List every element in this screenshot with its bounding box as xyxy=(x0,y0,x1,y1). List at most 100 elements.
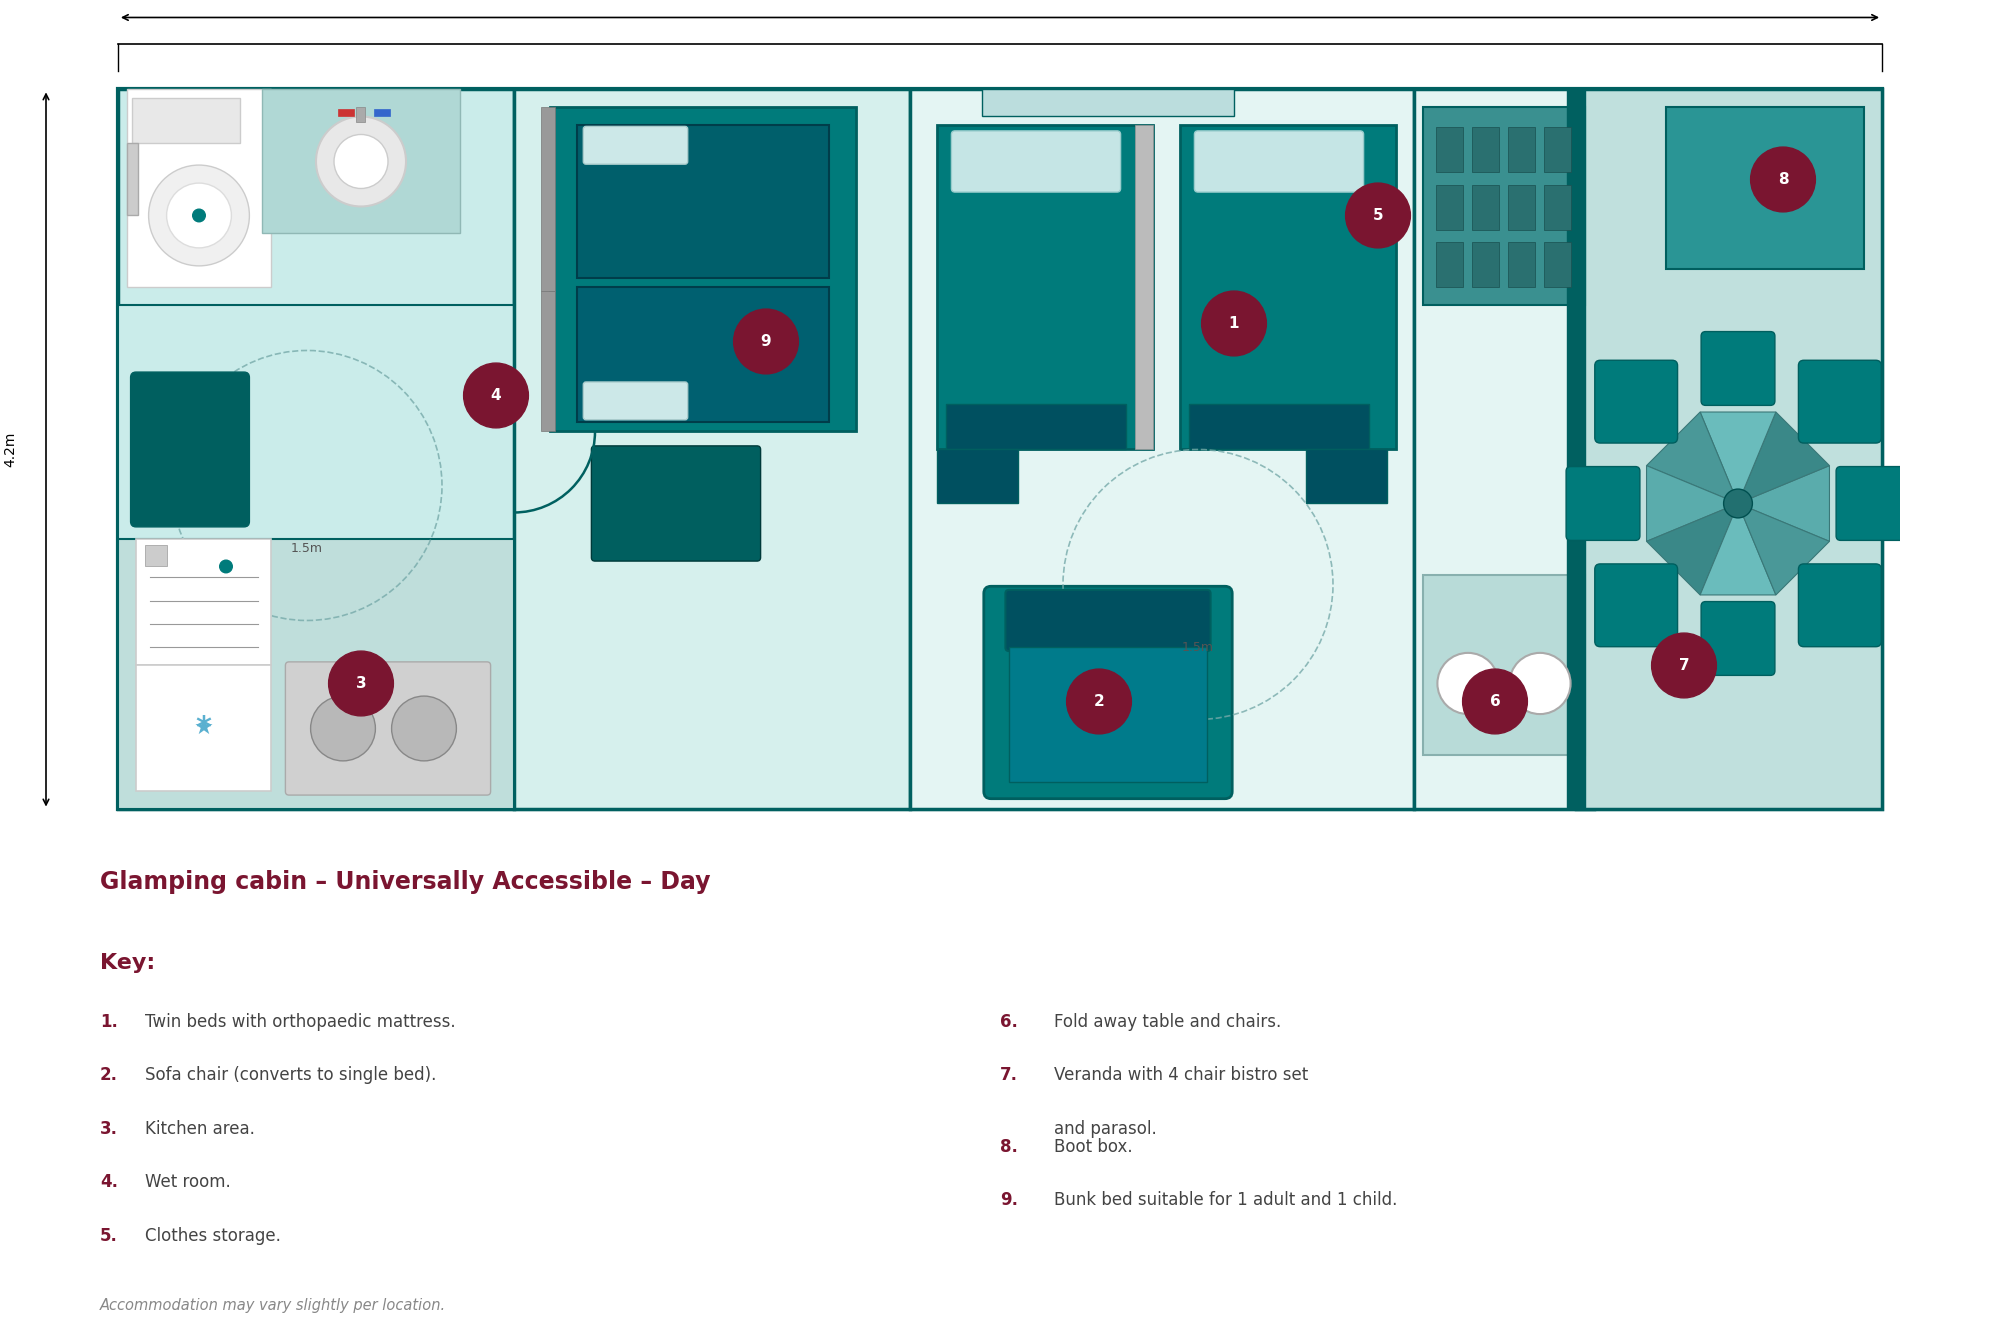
Text: 1.5m: 1.5m xyxy=(292,542,324,555)
Text: Boot box.: Boot box. xyxy=(1054,1137,1132,1155)
Bar xyxy=(262,90,460,234)
Text: *: * xyxy=(196,714,212,743)
Bar xyxy=(938,126,1154,449)
FancyBboxPatch shape xyxy=(286,662,490,795)
FancyBboxPatch shape xyxy=(1702,332,1774,406)
Bar xyxy=(1666,107,1864,270)
Text: 2.: 2. xyxy=(100,1066,118,1084)
Bar xyxy=(542,107,556,291)
Polygon shape xyxy=(1738,504,1830,595)
Bar xyxy=(946,405,1126,449)
Text: 1.: 1. xyxy=(100,1013,118,1031)
Bar xyxy=(1436,127,1462,172)
Text: 5.: 5. xyxy=(100,1227,118,1245)
Text: 9.: 9. xyxy=(1000,1191,1018,1210)
Text: 3: 3 xyxy=(356,676,366,691)
Circle shape xyxy=(310,697,376,761)
Bar xyxy=(982,90,1234,116)
Bar xyxy=(1180,126,1396,449)
Circle shape xyxy=(1346,182,1410,249)
Polygon shape xyxy=(1738,412,1830,504)
Polygon shape xyxy=(1646,412,1738,504)
Polygon shape xyxy=(1646,504,1738,595)
FancyBboxPatch shape xyxy=(130,371,250,527)
Text: 2: 2 xyxy=(1094,694,1104,709)
Text: Kitchen area.: Kitchen area. xyxy=(144,1120,254,1138)
Bar xyxy=(118,305,514,809)
Text: Key:: Key: xyxy=(100,953,156,973)
Text: Accommodation may vary slightly per location.: Accommodation may vary slightly per loca… xyxy=(100,1298,446,1313)
FancyBboxPatch shape xyxy=(592,446,760,561)
Bar xyxy=(1576,90,1882,809)
Text: 1.5m: 1.5m xyxy=(1182,641,1214,654)
Bar xyxy=(1414,90,1594,809)
Circle shape xyxy=(220,561,232,572)
Bar xyxy=(374,110,390,116)
FancyBboxPatch shape xyxy=(1798,564,1882,646)
Bar xyxy=(128,144,138,215)
Bar xyxy=(1544,127,1570,172)
Bar xyxy=(118,539,514,809)
Text: Twin beds with orthopaedic mattress.: Twin beds with orthopaedic mattress. xyxy=(144,1013,456,1031)
FancyBboxPatch shape xyxy=(1702,602,1774,676)
FancyBboxPatch shape xyxy=(1798,361,1882,443)
Text: 5: 5 xyxy=(1372,208,1384,223)
Circle shape xyxy=(192,209,206,222)
Bar xyxy=(542,291,556,431)
FancyBboxPatch shape xyxy=(952,131,1120,192)
Circle shape xyxy=(464,364,528,428)
Bar xyxy=(338,110,354,116)
FancyBboxPatch shape xyxy=(1594,361,1678,443)
FancyBboxPatch shape xyxy=(1594,564,1678,646)
Bar xyxy=(1544,185,1570,230)
Polygon shape xyxy=(1700,504,1776,595)
Bar xyxy=(1472,242,1498,287)
FancyBboxPatch shape xyxy=(584,382,688,420)
Polygon shape xyxy=(1738,465,1830,542)
Bar xyxy=(1568,90,1586,809)
Text: Glamping cabin – Universally Accessible – Day: Glamping cabin – Universally Accessible … xyxy=(100,870,710,894)
Text: Sofa chair (converts to single bed).: Sofa chair (converts to single bed). xyxy=(144,1066,436,1084)
Bar xyxy=(1544,242,1570,287)
Bar xyxy=(136,665,272,792)
Text: Fold away table and chairs.: Fold away table and chairs. xyxy=(1054,1013,1282,1031)
Bar xyxy=(1472,127,1498,172)
Bar xyxy=(1424,107,1586,305)
Text: 3.: 3. xyxy=(100,1120,118,1138)
Bar xyxy=(1508,185,1534,230)
Bar xyxy=(550,107,856,431)
Circle shape xyxy=(1462,669,1528,734)
Text: 4: 4 xyxy=(490,387,502,403)
Bar xyxy=(128,90,272,287)
Circle shape xyxy=(1652,633,1716,698)
Text: 8.: 8. xyxy=(1000,1137,1018,1155)
Bar xyxy=(1472,185,1498,230)
Bar xyxy=(118,90,514,809)
Bar xyxy=(910,90,1414,809)
Bar xyxy=(578,287,830,423)
FancyBboxPatch shape xyxy=(1836,467,1910,541)
Text: 9: 9 xyxy=(760,334,772,349)
Circle shape xyxy=(166,182,232,249)
Circle shape xyxy=(1510,653,1570,714)
Text: ★: ★ xyxy=(194,718,214,739)
Bar xyxy=(578,126,830,279)
Bar xyxy=(356,107,364,122)
Text: Bunk bed suitable for 1 adult and 1 child.: Bunk bed suitable for 1 adult and 1 chil… xyxy=(1054,1191,1398,1210)
Bar xyxy=(514,90,910,809)
Circle shape xyxy=(1438,653,1498,714)
Circle shape xyxy=(1750,147,1816,212)
Bar xyxy=(1436,242,1462,287)
Text: 7: 7 xyxy=(1678,658,1690,673)
Text: Veranda with 4 chair bistro set: Veranda with 4 chair bistro set xyxy=(1054,1066,1308,1084)
Circle shape xyxy=(392,697,456,761)
Polygon shape xyxy=(1646,465,1738,542)
Bar xyxy=(1508,242,1534,287)
FancyBboxPatch shape xyxy=(1194,131,1364,192)
Circle shape xyxy=(1724,489,1752,518)
Polygon shape xyxy=(1700,412,1776,504)
Circle shape xyxy=(328,650,394,717)
Bar xyxy=(1424,575,1586,755)
Circle shape xyxy=(1066,669,1132,734)
Text: 7.: 7. xyxy=(1000,1066,1018,1084)
